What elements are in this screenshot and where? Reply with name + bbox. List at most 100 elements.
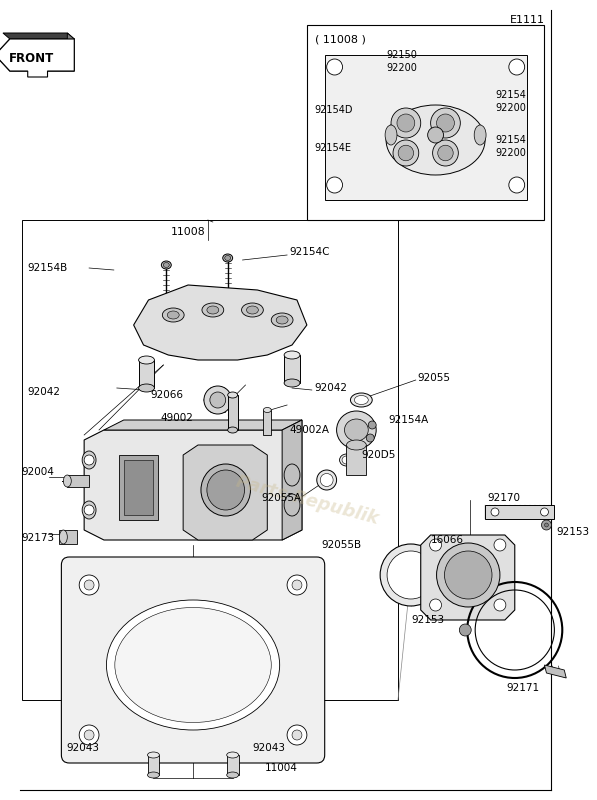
Ellipse shape	[380, 544, 442, 606]
Bar	[227, 395, 238, 430]
Circle shape	[367, 434, 374, 442]
Bar	[307, 25, 544, 220]
Circle shape	[287, 725, 307, 745]
Ellipse shape	[271, 313, 293, 327]
Circle shape	[368, 421, 376, 429]
Polygon shape	[485, 505, 555, 519]
Text: E1111: E1111	[509, 15, 544, 25]
Ellipse shape	[167, 311, 179, 319]
Text: 92043: 92043	[66, 743, 99, 753]
Text: 92200: 92200	[495, 103, 526, 113]
Ellipse shape	[263, 407, 271, 413]
Text: 49002A: 49002A	[289, 425, 329, 435]
Ellipse shape	[207, 306, 219, 314]
Text: ( 11008 ): ( 11008 )	[315, 34, 366, 44]
Ellipse shape	[115, 607, 271, 722]
Text: 92173: 92173	[21, 533, 55, 543]
Text: 92066: 92066	[150, 390, 183, 400]
Text: 92055: 92055	[418, 373, 451, 383]
Ellipse shape	[59, 530, 67, 544]
Ellipse shape	[344, 419, 368, 441]
Bar	[21, 220, 398, 700]
Circle shape	[397, 114, 415, 132]
Bar	[263, 410, 271, 435]
Ellipse shape	[82, 501, 96, 519]
Circle shape	[79, 725, 99, 745]
Text: 92200: 92200	[495, 148, 526, 158]
Ellipse shape	[284, 464, 300, 486]
Circle shape	[430, 108, 460, 138]
Text: 11008: 11008	[171, 227, 205, 237]
Text: 92042: 92042	[27, 387, 61, 397]
Circle shape	[292, 580, 302, 590]
Circle shape	[540, 508, 549, 516]
Ellipse shape	[350, 393, 372, 407]
Ellipse shape	[346, 440, 367, 450]
Polygon shape	[104, 420, 302, 430]
Circle shape	[210, 392, 226, 408]
Polygon shape	[134, 285, 307, 360]
Ellipse shape	[201, 464, 251, 516]
Circle shape	[436, 543, 500, 607]
Ellipse shape	[276, 316, 288, 324]
Circle shape	[204, 386, 232, 414]
Circle shape	[509, 177, 525, 193]
Bar	[284, 355, 300, 383]
Ellipse shape	[139, 384, 155, 392]
Ellipse shape	[202, 303, 224, 317]
Circle shape	[84, 505, 94, 515]
Ellipse shape	[342, 456, 351, 464]
Circle shape	[84, 730, 94, 740]
Circle shape	[430, 539, 442, 551]
Text: 92042: 92042	[315, 383, 348, 393]
Circle shape	[427, 127, 444, 143]
Ellipse shape	[317, 470, 337, 490]
Ellipse shape	[320, 474, 333, 486]
Circle shape	[430, 599, 442, 611]
Circle shape	[433, 140, 458, 166]
Circle shape	[544, 523, 549, 527]
Ellipse shape	[474, 125, 486, 145]
Ellipse shape	[162, 308, 184, 322]
Ellipse shape	[242, 303, 263, 317]
Ellipse shape	[227, 392, 238, 398]
Text: 92154D: 92154D	[315, 105, 353, 115]
Ellipse shape	[386, 105, 485, 175]
Bar	[67, 475, 89, 487]
Circle shape	[398, 146, 414, 161]
Text: 92200: 92200	[386, 63, 417, 73]
Ellipse shape	[147, 772, 159, 778]
Text: FRONT: FRONT	[9, 51, 54, 65]
Circle shape	[84, 455, 94, 465]
Text: 11004: 11004	[265, 763, 298, 773]
FancyBboxPatch shape	[61, 557, 325, 763]
Ellipse shape	[224, 255, 230, 261]
Bar	[325, 55, 527, 200]
Text: 920D5: 920D5	[361, 450, 396, 460]
Text: 92055A: 92055A	[262, 493, 302, 503]
Text: 92154: 92154	[495, 135, 526, 145]
Polygon shape	[544, 665, 566, 678]
Text: Parts Republik: Parts Republik	[233, 472, 380, 528]
Polygon shape	[183, 445, 267, 540]
Text: 92154A: 92154A	[388, 415, 428, 425]
Circle shape	[438, 146, 453, 161]
Polygon shape	[0, 39, 74, 71]
Circle shape	[436, 114, 454, 132]
Ellipse shape	[227, 427, 238, 433]
Ellipse shape	[147, 752, 159, 758]
Text: 92043: 92043	[253, 743, 285, 753]
Ellipse shape	[227, 752, 239, 758]
Ellipse shape	[223, 254, 233, 262]
Circle shape	[391, 108, 421, 138]
Ellipse shape	[161, 261, 171, 269]
Text: 16066: 16066	[431, 535, 464, 545]
Circle shape	[445, 551, 492, 599]
Circle shape	[327, 177, 343, 193]
Polygon shape	[3, 33, 74, 39]
Ellipse shape	[207, 470, 245, 510]
Bar	[346, 445, 367, 475]
Ellipse shape	[164, 262, 170, 267]
Text: 92154B: 92154B	[27, 263, 68, 273]
Polygon shape	[84, 420, 302, 540]
